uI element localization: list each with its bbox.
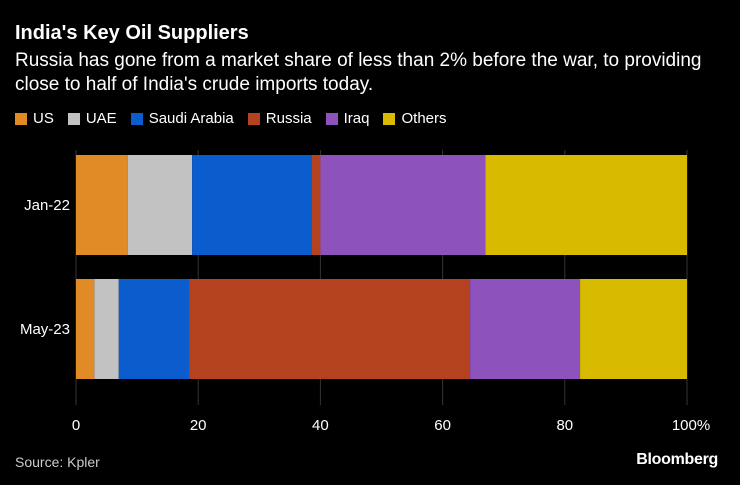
legend-label: US [33,110,54,127]
bar-segment-iraq-jan-22 [320,155,486,255]
legend-label: UAE [85,110,117,127]
legend-label: Russia [265,110,312,127]
category-label: Jan-22 [24,197,70,214]
x-tick-label: 80 [556,417,573,434]
bar-segment-iraq-may-23 [470,279,581,379]
bar-segment-us-jan-22 [76,155,128,255]
x-tick-label: 20 [190,417,207,434]
legend-item-uae: UAE [67,110,117,127]
legend-label: Saudi Arabia [148,110,234,127]
legend-label: Iraq [343,110,370,127]
legend-item-iraq: Iraq [325,110,370,127]
x-tick-label: 100% [672,417,710,434]
legend-item-russia: Russia [247,110,312,127]
source-note: Source: Kpler [15,454,100,470]
bar-segment-saudi-arabia-jan-22 [192,155,312,255]
legend-swatch [15,112,27,125]
x-tick-label: 40 [312,417,329,434]
legend-swatch [325,112,338,125]
bar-segment-others-jan-22 [485,155,687,255]
legend-label: Others [401,110,447,127]
bar-segment-russia-jan-22 [311,155,321,255]
legend-swatch [383,112,396,125]
legend-item-others: Others [383,110,447,127]
legend-swatch [67,112,80,125]
legend-item-us: US [15,110,54,127]
bar-segment-russia-may-23 [189,279,471,379]
bar-segment-saudi-arabia-may-23 [118,279,190,379]
bar-segment-others-may-23 [580,279,687,379]
chart-subtitle: Russia has gone from a market share of l… [15,50,702,95]
category-label: May-23 [20,321,70,338]
bar-segment-uae-may-23 [94,279,119,379]
bar-segment-uae-jan-22 [127,155,193,255]
x-tick-label: 60 [434,417,451,434]
x-tick-label: 0 [72,417,80,434]
bloomberg-logo: Bloomberg [636,451,718,468]
legend-item-saudi-arabia: Saudi Arabia [130,110,234,127]
legend: US UAE Saudi Arabia Russia Iraq Others [15,110,461,127]
bar-segment-us-may-23 [76,279,95,379]
legend-swatch [130,112,143,125]
chart-title: India's Key Oil Suppliers [15,22,249,44]
legend-swatch [247,112,260,125]
